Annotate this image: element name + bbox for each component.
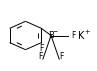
Text: F: F: [39, 44, 44, 53]
Text: F: F: [71, 31, 76, 40]
Text: −: −: [52, 28, 58, 33]
Text: F: F: [59, 52, 63, 60]
Text: K$^+$: K$^+$: [77, 29, 92, 42]
Text: B: B: [48, 31, 54, 40]
Text: F: F: [39, 52, 43, 60]
